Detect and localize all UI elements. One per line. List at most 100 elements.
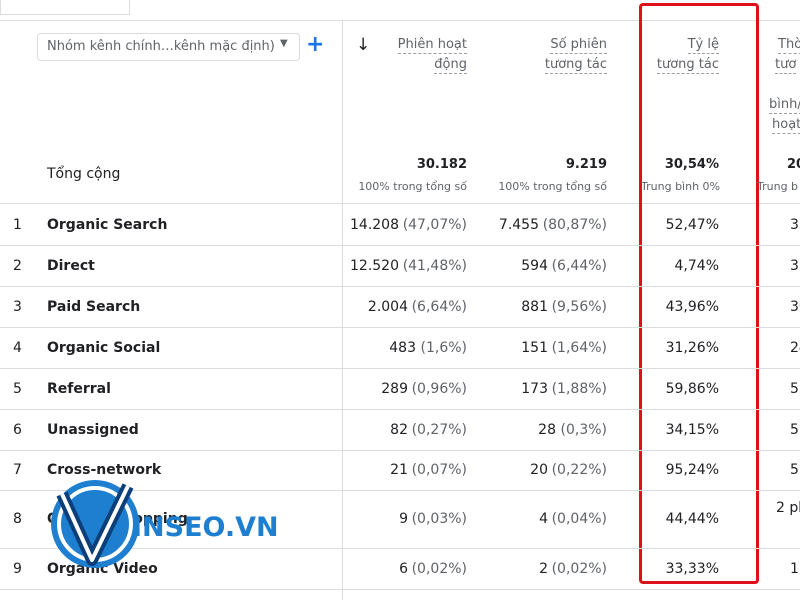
row-name: Organic Video xyxy=(47,560,158,577)
sort-arrow: ↓ xyxy=(356,35,371,55)
sessions: 2.004 xyxy=(367,298,408,315)
logo: INSEO.VN xyxy=(51,480,279,568)
total-note: 100% trong tổng số xyxy=(358,180,467,193)
row-name: Cross-network xyxy=(47,462,162,478)
column-header: tương tác xyxy=(544,57,607,74)
total-value: 30,54% xyxy=(664,157,719,172)
column-header: Tỷ lệ xyxy=(687,37,719,54)
logo-text: INSEO.VN xyxy=(132,512,279,543)
engagement-rate: 95,24% xyxy=(665,462,719,478)
avg-time: 57 xyxy=(790,421,800,438)
sessions-pct: (0,27%) xyxy=(411,421,467,438)
total-value: 30.182 xyxy=(416,157,467,172)
avg-time: 57 xyxy=(790,380,800,397)
sessions: 6 xyxy=(399,560,408,577)
engagement-rate: 44,44% xyxy=(665,511,719,527)
engagement-rate: 33,33% xyxy=(665,560,719,577)
sessions: 21 xyxy=(390,462,408,478)
sessions-pct: (6,64%) xyxy=(411,298,467,315)
table-row[interactable] xyxy=(0,409,800,451)
table-row[interactable] xyxy=(0,286,800,328)
table-row[interactable] xyxy=(0,548,800,590)
row-index: 7 xyxy=(13,462,22,478)
engaged-pct: (9,56%) xyxy=(551,298,607,315)
sessions-pct: (0,07%) xyxy=(411,462,467,478)
table-row[interactable] xyxy=(0,245,800,287)
table-row[interactable] xyxy=(0,204,800,246)
engagement-rate: 59,86% xyxy=(665,380,719,397)
highlight-box xyxy=(639,3,759,584)
column-header: Số phiên xyxy=(550,37,607,54)
total-note: 100% trong tổng số xyxy=(498,180,607,193)
engaged: 2 xyxy=(539,560,548,577)
logo-v-inner xyxy=(60,485,130,562)
column-header: tương tác xyxy=(656,57,719,74)
avg-time: 1 xyxy=(790,560,799,577)
avg-time: 24 xyxy=(790,339,800,356)
row-index: 6 xyxy=(13,421,22,438)
engagement-rate: 4,74% xyxy=(674,257,719,274)
engagement-rate: 52,47% xyxy=(665,216,719,233)
add-button[interactable]: + xyxy=(306,32,325,57)
engaged-pct: (1,88%) xyxy=(551,380,607,397)
sessions-pct: (0,96%) xyxy=(411,380,467,397)
engaged: 28 xyxy=(538,421,556,438)
totals-label: Tổng cộng xyxy=(47,166,121,182)
row-name: Organic Search xyxy=(47,216,168,233)
row-name: Direct xyxy=(47,257,95,274)
sessions: 9 xyxy=(399,511,408,527)
header-divider xyxy=(0,203,800,204)
engaged-pct: (0,02%) xyxy=(551,560,607,577)
row-index: 9 xyxy=(13,560,22,577)
engaged: 7.455 xyxy=(498,216,539,233)
dimension-label: Nhóm kênh chính…kênh mặc định) xyxy=(47,39,275,54)
row-name: Paid Search xyxy=(47,298,141,315)
sessions-pct: (47,07%) xyxy=(402,216,467,233)
engaged-pct: (0,04%) xyxy=(551,511,607,527)
total-note: Trung bình 0% xyxy=(641,180,720,193)
table-row[interactable] xyxy=(0,368,800,410)
engaged-pct: (0,3%) xyxy=(560,421,608,438)
avg-time: 33 xyxy=(790,216,800,233)
avg-time: 53 xyxy=(790,462,800,478)
engagement-rate: 31,26% xyxy=(665,339,719,356)
engaged: 20 xyxy=(530,462,548,478)
engaged: 594 xyxy=(521,257,548,274)
engaged: 173 xyxy=(521,380,548,397)
table-row[interactable] xyxy=(0,450,800,491)
total-note: Trung b xyxy=(757,180,799,193)
total-value: 20 xyxy=(787,157,800,172)
engaged: 4 xyxy=(539,511,548,527)
column-header: tươ xyxy=(775,57,797,74)
column-header: Phiên hoạt xyxy=(397,37,467,54)
engagement-rate: 34,15% xyxy=(665,421,719,438)
sessions-pct: (0,02%) xyxy=(411,560,467,577)
table-row[interactable] xyxy=(0,327,800,369)
sessions: 289 xyxy=(381,380,408,397)
row-name: Organic Social xyxy=(47,339,161,356)
column-divider xyxy=(342,20,343,600)
engaged-pct: (80,87%) xyxy=(542,216,607,233)
row-name: Referral xyxy=(47,380,111,397)
engaged-pct: (1,64%) xyxy=(551,339,607,356)
sessions-pct: (1,6%) xyxy=(420,339,468,356)
row-name: Unassigned xyxy=(47,421,139,438)
avg-time: 2 ph xyxy=(776,500,800,516)
column-header: động xyxy=(434,57,467,74)
table-row[interactable] xyxy=(0,490,800,549)
engaged-pct: (0,22%) xyxy=(551,462,607,478)
column-header: Thờ xyxy=(778,36,800,54)
sessions: 483 xyxy=(389,339,416,356)
sessions: 12.520 xyxy=(350,257,399,274)
column-header: hoạt xyxy=(772,117,800,134)
toolbar xyxy=(0,0,800,21)
engaged-pct: (6,44%) xyxy=(551,257,607,274)
dimension-selector[interactable]: Nhóm kênh chính…kênh mặc định) ▼ xyxy=(37,33,300,61)
sessions: 14.208 xyxy=(350,216,399,233)
column-header: bình/ xyxy=(769,97,800,114)
engaged: 151 xyxy=(521,339,548,356)
total-value: 9.219 xyxy=(565,157,607,172)
sessions-pct: (41,48%) xyxy=(402,257,467,274)
dropdown-arrow: ▼ xyxy=(280,38,288,49)
